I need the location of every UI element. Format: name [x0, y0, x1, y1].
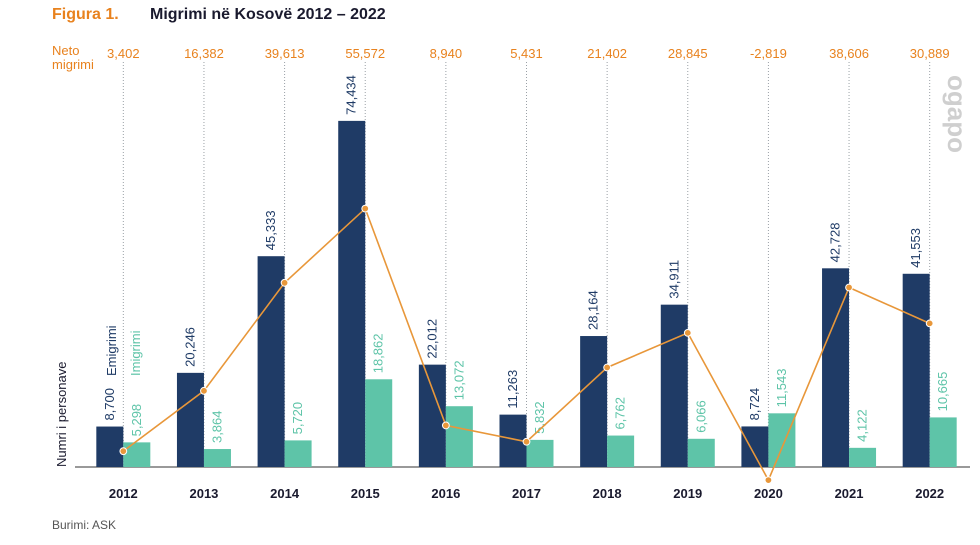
x-tick-label: 2021 [835, 486, 864, 501]
bar-immigration [123, 442, 151, 467]
bar-emigration [741, 426, 769, 467]
x-tick-label: 2018 [593, 486, 622, 501]
net-migration-value: 28,845 [668, 46, 708, 61]
net-migration-point [683, 328, 692, 337]
value-label-emigration: 22,012 [424, 319, 439, 359]
chart-title: Migrimi në Kosovë 2012 – 2022 [150, 6, 386, 23]
net-migration-point [522, 437, 531, 446]
net-migration-point [119, 447, 128, 456]
bar-immigration [607, 435, 635, 467]
bar-immigration [284, 440, 312, 467]
bar-emigration [418, 364, 446, 467]
net-migration-value: 55,572 [345, 46, 385, 61]
net-migration-point [200, 386, 208, 395]
figure-label: Figura 1. [52, 6, 119, 23]
bar-immigration [849, 447, 877, 467]
legend-immigration: Imigrimi [128, 330, 143, 376]
value-label-emigration: 34,911 [666, 260, 681, 299]
net-migration-point [845, 283, 853, 292]
bar-emigration [902, 273, 930, 467]
bar-immigration [526, 439, 554, 467]
value-label-emigration: 41,553 [908, 228, 923, 268]
value-label-emigration: 8,700 [102, 388, 117, 421]
x-tick-label: 2013 [189, 486, 218, 501]
x-tick-label: 2014 [270, 486, 300, 501]
net-migration-value: -2,819 [750, 46, 787, 61]
value-label-emigration: 74,434 [344, 75, 359, 115]
source-note: Burimi: ASK [52, 518, 117, 532]
bar-immigration [768, 413, 796, 467]
net-migration-point [925, 319, 934, 328]
value-label-emigration: 42,728 [828, 223, 843, 263]
bar-emigration [338, 120, 366, 467]
bar-immigration [687, 438, 715, 467]
logo-text: ogapo [942, 75, 970, 153]
value-label-immigration: 10,665 [935, 372, 950, 412]
value-label-immigration: 5,720 [290, 402, 305, 435]
net-migration-value: 39,613 [265, 46, 305, 61]
x-tick-label: 2019 [673, 486, 702, 501]
bar-immigration [365, 379, 393, 467]
value-label-emigration: 8,724 [747, 388, 762, 421]
x-tick-label: 2015 [351, 486, 380, 501]
net-migration-value: 16,382 [184, 46, 224, 61]
net-migration-header: Neto migrimi [52, 43, 94, 72]
publisher-logo: ogapo [942, 75, 970, 153]
x-tick-label: 2016 [431, 486, 460, 501]
x-tick-label: 2012 [109, 486, 138, 501]
net-migration-point [280, 278, 289, 287]
net-migration-point [764, 476, 773, 485]
net-migration-point [441, 421, 450, 430]
value-label-immigration: 6,762 [613, 397, 628, 430]
value-label-immigration: 11,543 [774, 369, 789, 408]
legend-emigration: Emigrimi [104, 325, 119, 376]
value-label-emigration: 20,246 [182, 327, 197, 367]
value-label-immigration: 13,072 [451, 360, 466, 400]
bar-immigration [929, 417, 957, 467]
bar-emigration [822, 268, 850, 467]
bar-emigration [176, 372, 204, 467]
value-label-emigration: 28,164 [586, 290, 601, 330]
x-tick-label: 2017 [512, 486, 541, 501]
bar-emigration [96, 426, 124, 467]
value-label-immigration: 4,122 [855, 409, 870, 442]
net-migration-value: 30,889 [910, 46, 950, 61]
bar-emigration [257, 256, 285, 467]
x-tick-label: 2020 [754, 486, 783, 501]
value-label-immigration: 6,066 [693, 400, 708, 433]
y-axis-label: Numri i personave [54, 362, 69, 468]
net-migration-value: 3,402 [107, 46, 140, 61]
value-label-immigration: 5,298 [129, 404, 144, 437]
net-migration-value: 8,940 [430, 46, 463, 61]
value-label-immigration: 18,862 [371, 334, 386, 374]
net-migration-point [361, 204, 370, 213]
value-label-immigration: 3,864 [209, 410, 224, 443]
x-tick-label: 2022 [915, 486, 944, 501]
net-migration-value: 5,431 [510, 46, 543, 61]
bar-emigration [660, 304, 688, 467]
net-migration-value: 38,606 [829, 46, 869, 61]
bar-emigration [580, 336, 608, 467]
net-migration-point [603, 363, 612, 372]
net-migration-value: 21,402 [587, 46, 627, 61]
value-label-emigration: 11,263 [505, 370, 520, 409]
bar-immigration [445, 406, 473, 467]
value-label-emigration: 45,333 [263, 210, 278, 250]
bar-immigration [203, 449, 231, 467]
